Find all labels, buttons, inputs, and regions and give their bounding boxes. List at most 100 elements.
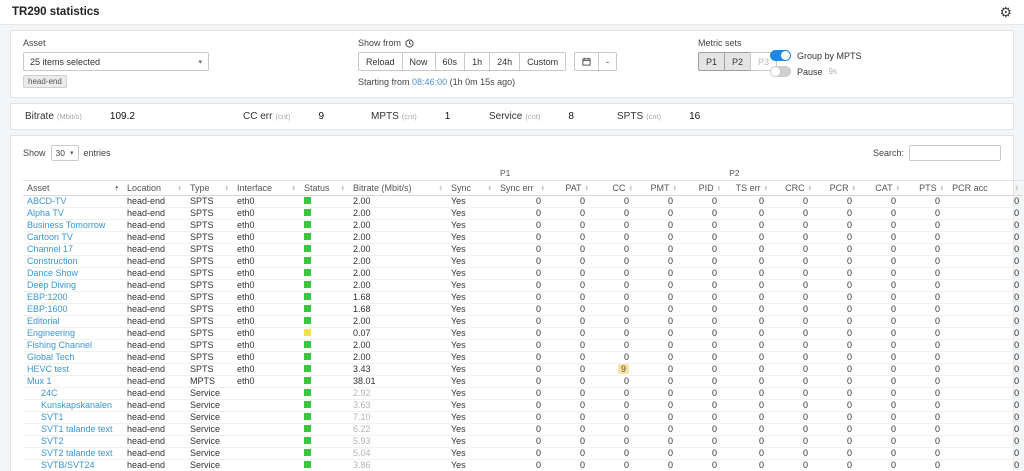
crc-cell: 0 xyxy=(772,363,817,376)
asset-link[interactable]: Business Tomorrow xyxy=(27,220,106,230)
calendar-button[interactable] xyxy=(574,52,599,71)
pcr-acc-cell: 0 xyxy=(948,351,1024,364)
table-row: Alpha TV head-end SPTS eth0 2.00 Yes 0 0… xyxy=(23,207,1024,220)
starting-from-text: Starting from 08:46:00 (1h 0m 15s ago) xyxy=(358,77,516,87)
col-header-cc[interactable]: CC ▲ ▼ xyxy=(593,180,638,196)
bitrate-cell: 2.00 xyxy=(349,231,447,244)
pid-cell: 0 xyxy=(681,291,726,304)
asset-link[interactable]: SVTB/SVT24 xyxy=(41,460,95,470)
sync-err-cell: 0 xyxy=(496,459,550,471)
sync-cell: Yes xyxy=(447,231,497,244)
status-cell xyxy=(300,339,349,352)
table-row: SVT1 talande text head-end Service 6.22 … xyxy=(23,423,1024,436)
col-header-pmt[interactable]: PMT ▲ ▼ xyxy=(637,180,682,196)
interface-cell: eth0 xyxy=(233,267,300,280)
range-60s-button[interactable]: 60s xyxy=(434,52,465,71)
ts-err-cell: 0 xyxy=(725,351,773,364)
col-header-asset[interactable]: Asset ▲ ▼ xyxy=(23,180,123,196)
range-24h-button[interactable]: 24h xyxy=(489,52,520,71)
range-custom-button[interactable]: Custom xyxy=(519,52,567,71)
search-label: Search: xyxy=(872,148,904,158)
search-input[interactable] xyxy=(909,145,1001,161)
asset-link[interactable]: EBP:1200 xyxy=(27,292,68,302)
col-header-location[interactable]: Location ▲ ▼ xyxy=(123,180,186,196)
status-cell xyxy=(300,207,349,220)
col-header-pts[interactable]: PTS ▲ ▼ xyxy=(904,180,949,196)
col-header-status[interactable]: Status ▲ ▼ xyxy=(300,180,349,196)
sync-err-cell: 0 xyxy=(496,375,550,388)
metric-p2-button[interactable]: P2 xyxy=(724,52,751,71)
range-1h-button[interactable]: 1h xyxy=(464,52,490,71)
col-header-sync-err[interactable]: Sync err ▲ ▼ xyxy=(496,180,550,196)
asset-link[interactable]: HEVC test xyxy=(27,364,70,374)
table-row: SVTB/SVT24 head-end Service 3.86 Yes 0 0… xyxy=(23,459,1024,471)
location-cell: head-end xyxy=(123,387,186,400)
asset-link[interactable]: Engineering xyxy=(27,328,76,338)
col-header-bitrate[interactable]: Bitrate (Mbit/s) ▲ ▼ xyxy=(349,180,447,196)
metric-p1-button[interactable]: P1 xyxy=(698,52,725,71)
calendar-menu-button[interactable]: - xyxy=(598,52,618,71)
asset-link[interactable]: ABCD-TV xyxy=(27,196,67,206)
bitrate-cell: 5.04 xyxy=(349,447,447,460)
asset-cell: Fishing Channel xyxy=(23,339,123,352)
asset-link[interactable]: Cartoon TV xyxy=(27,232,73,242)
asset-link[interactable]: Construction xyxy=(27,256,78,266)
asset-link[interactable]: Alpha TV xyxy=(27,208,64,218)
table-row: SVT1 head-end Service 7.10 Yes 0 0 0 0 0… xyxy=(23,411,1024,424)
col-header-pat[interactable]: PAT ▲ ▼ xyxy=(549,180,594,196)
sync-err-cell: 0 xyxy=(496,303,550,316)
asset-link[interactable]: Global Tech xyxy=(27,352,75,362)
asset-link[interactable]: SVT2 xyxy=(41,436,64,446)
col-header-crc[interactable]: CRC ▲ ▼ xyxy=(772,180,817,196)
asset-link[interactable]: SVT1 talande text xyxy=(41,424,113,434)
interface-cell xyxy=(233,459,300,471)
pmt-cell: 0 xyxy=(637,423,682,436)
asset-link[interactable]: SVT2 talande text xyxy=(41,448,113,458)
sync-err-cell: 0 xyxy=(496,351,550,364)
group-header-p1: P1 xyxy=(500,168,511,178)
asset-link[interactable]: 24C xyxy=(41,388,58,398)
col-header-pcr-acc[interactable]: PCR acc ▲ ▼ xyxy=(948,180,1024,196)
pid-cell: 0 xyxy=(681,411,726,424)
starting-time-link[interactable]: 08:46:00 xyxy=(412,77,448,87)
status-cell xyxy=(300,255,349,268)
asset-link[interactable]: Kunskapskanalen xyxy=(41,400,113,410)
col-header-ts-err[interactable]: TS err ▲ ▼ xyxy=(725,180,773,196)
settings-gear-icon[interactable]: ⚙ xyxy=(999,4,1012,20)
asset-select[interactable]: 25 items selected ▾ xyxy=(23,52,209,71)
reload-button[interactable]: Reload xyxy=(358,52,402,71)
col-header-type[interactable]: Type ▲ ▼ xyxy=(186,180,233,196)
asset-cell: SVT1 talande text xyxy=(23,423,123,436)
col-header-cat[interactable]: CAT ▲ ▼ xyxy=(860,180,905,196)
pause-toggle[interactable] xyxy=(770,66,791,77)
asset-link[interactable]: Dance Show xyxy=(27,268,79,278)
asset-link[interactable]: Fishing Channel xyxy=(27,340,93,350)
asset-link[interactable]: Channel 17 xyxy=(27,244,74,254)
status-square-icon xyxy=(304,269,311,276)
col-header-pcr[interactable]: PCR ▲ ▼ xyxy=(816,180,861,196)
bitrate-cell: 5.93 xyxy=(349,435,447,448)
type-cell: SPTS xyxy=(186,279,233,292)
table-row: Fishing Channel head-end SPTS eth0 2.00 … xyxy=(23,339,1024,352)
col-header-interface[interactable]: Interface ▲ ▼ xyxy=(233,180,300,196)
crc-cell: 0 xyxy=(772,219,817,232)
page-length-select[interactable]: 30 ▾ xyxy=(50,145,79,161)
asset-link[interactable]: Deep Diving xyxy=(27,280,77,290)
now-button[interactable]: Now xyxy=(401,52,435,71)
ts-err-cell: 0 xyxy=(725,327,773,340)
status-square-icon xyxy=(304,437,311,444)
tr290-table-card: Show 30 ▾ entries Search: P1 P2 xyxy=(10,135,1024,471)
asset-link[interactable]: Editorial xyxy=(27,316,60,326)
asset-link[interactable]: EBP:1600 xyxy=(27,304,68,314)
sync-err-cell: 0 xyxy=(496,435,550,448)
crc-cell: 0 xyxy=(772,231,817,244)
table-row: Editorial head-end SPTS eth0 2.00 Yes 0 … xyxy=(23,315,1024,328)
asset-link[interactable]: Mux 1 xyxy=(27,376,52,386)
crc-cell: 0 xyxy=(772,303,817,316)
group-by-mpts-toggle[interactable] xyxy=(770,50,791,61)
bitrate-cell: 2.00 xyxy=(349,219,447,232)
asset-link[interactable]: SVT1 xyxy=(41,412,64,422)
col-header-sync[interactable]: Sync ▲ ▼ xyxy=(447,180,497,196)
col-header-pid[interactable]: PID ▲ ▼ xyxy=(681,180,726,196)
location-cell: head-end xyxy=(123,219,186,232)
